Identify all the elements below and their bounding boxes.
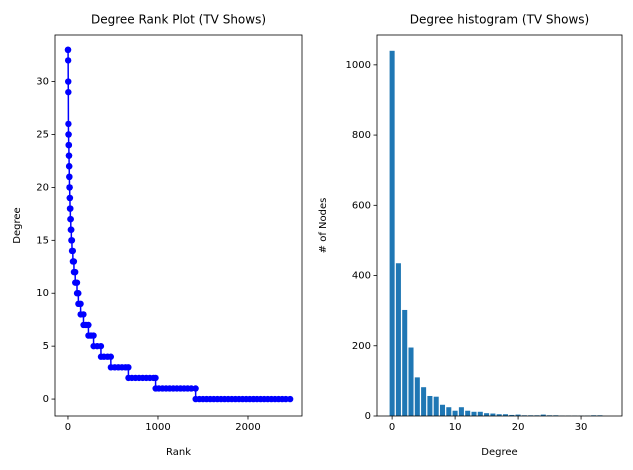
bar <box>477 411 483 416</box>
y-tick-label: 0 <box>43 394 49 405</box>
marker <box>70 258 78 265</box>
bar <box>471 411 477 416</box>
y-tick-label: 0 <box>365 411 371 422</box>
x-axis-label: Rank <box>166 447 191 458</box>
marker <box>71 268 79 276</box>
chart-title: Degree Rank Plot (TV Shows) <box>91 13 266 27</box>
axes-frame <box>54 34 303 417</box>
chart-title: Degree histogram (TV Shows) <box>410 13 589 27</box>
y-tick-label: 20 <box>36 182 49 193</box>
marker <box>97 342 105 350</box>
y-tick-label: 30 <box>36 77 49 88</box>
marker <box>152 374 159 382</box>
marker <box>80 311 87 318</box>
marker <box>125 364 132 371</box>
y-tick-label: 10 <box>36 288 49 299</box>
marker <box>64 46 72 54</box>
bar <box>446 407 452 416</box>
bar <box>408 347 414 416</box>
y-tick-label: 200 <box>352 341 371 352</box>
marker <box>107 353 115 360</box>
marker <box>65 120 72 128</box>
x-tick-label: 20 <box>512 422 525 433</box>
bar <box>421 387 427 416</box>
y-tick-label: 400 <box>352 271 371 282</box>
bar <box>502 414 509 416</box>
x-tick-label: 2000 <box>235 422 260 433</box>
y-tick-label: 15 <box>36 235 49 246</box>
bar <box>389 50 395 416</box>
marker <box>192 385 199 392</box>
marker <box>66 163 73 170</box>
marker <box>66 173 73 181</box>
marker <box>68 237 76 244</box>
marker <box>67 215 74 223</box>
bar <box>427 395 433 416</box>
bar <box>414 377 420 416</box>
marker <box>65 141 73 149</box>
y-tick-label: 5 <box>43 341 49 352</box>
x-tick-label: 0 <box>389 422 395 433</box>
bar <box>402 309 408 416</box>
marker <box>75 290 82 297</box>
bar <box>515 414 521 416</box>
marker <box>65 152 73 159</box>
marker <box>67 205 74 212</box>
marker <box>65 78 72 85</box>
bar <box>458 407 464 416</box>
y-tick-label: 25 <box>36 129 49 140</box>
x-tick-label: 0 <box>65 422 71 433</box>
marker <box>68 226 75 233</box>
y-tick-label: 800 <box>352 130 371 141</box>
marker <box>66 194 74 202</box>
marker <box>65 131 72 138</box>
bar <box>509 414 515 416</box>
axes-frame <box>376 34 623 417</box>
bar <box>439 404 446 416</box>
marker <box>66 184 73 191</box>
marker <box>73 279 81 286</box>
marker <box>90 332 97 339</box>
bar <box>540 414 546 416</box>
x-axis-label: Degree <box>481 447 517 458</box>
x-tick-label: 30 <box>575 422 588 433</box>
marker <box>77 300 84 308</box>
bar <box>452 410 458 416</box>
y-tick-label: 1000 <box>346 60 371 71</box>
marker <box>286 395 294 403</box>
x-tick-label: 10 <box>449 422 462 433</box>
y-tick-label: 600 <box>352 200 371 211</box>
marker <box>64 57 72 64</box>
marker <box>69 247 77 255</box>
bar <box>465 410 471 416</box>
bar <box>496 414 502 416</box>
marker <box>85 321 92 329</box>
bar <box>395 263 401 416</box>
y-axis-label: Degree <box>12 207 23 243</box>
marker <box>65 88 72 96</box>
y-axis-label: # of Nodes <box>318 198 329 254</box>
bar <box>484 413 490 416</box>
x-tick-label: 1000 <box>145 422 170 433</box>
bar <box>490 413 496 416</box>
bar <box>433 396 439 416</box>
